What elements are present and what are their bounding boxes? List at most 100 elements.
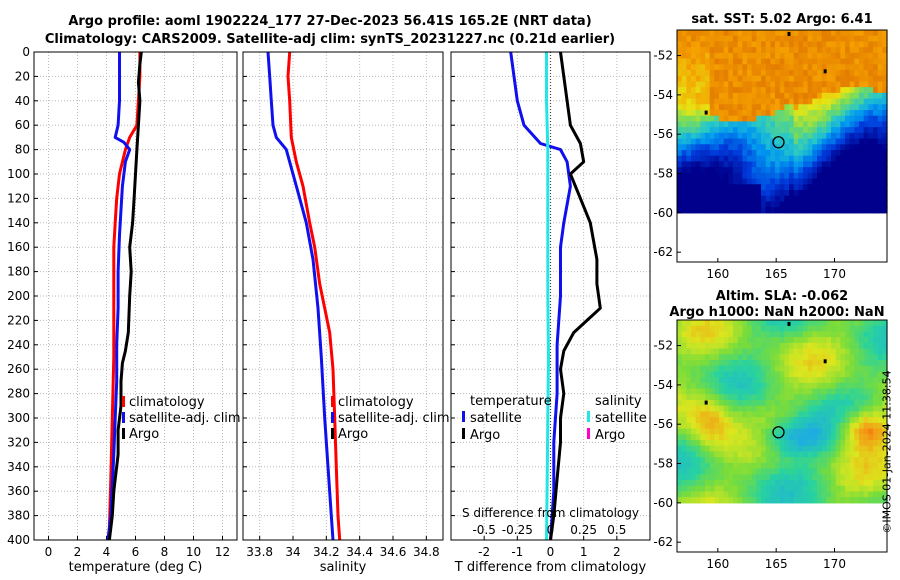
heatmap-cell: [719, 371, 725, 378]
heatmap-cell: [728, 52, 734, 60]
heatmap-cell: [798, 411, 804, 418]
heatmap-cell: [789, 64, 795, 71]
heatmap-cell: [770, 491, 776, 498]
legend-swatch: [122, 428, 125, 439]
heatmap-cell: [695, 400, 701, 407]
heatmap-cell: [770, 47, 776, 54]
heatmap-cell: [789, 115, 795, 123]
heatmap-cell: [681, 167, 687, 174]
heatmap-cell: [835, 365, 841, 373]
heatmap-cell: [877, 497, 883, 504]
heatmap-cell: [686, 201, 692, 208]
heatmap-cell: [775, 360, 781, 367]
heatmap-cell: [845, 394, 851, 401]
heatmap-cell: [859, 331, 865, 338]
heatmap-cell: [775, 331, 781, 338]
heatmap-cell: [695, 462, 701, 470]
heatmap-cell: [677, 457, 683, 464]
heatmap-cell: [695, 474, 701, 481]
heatmap-cell: [854, 491, 860, 498]
heatmap-cell: [831, 104, 837, 111]
heatmap-cell: [789, 161, 795, 168]
heatmap-cell: [789, 144, 795, 151]
heatmap-cell: [742, 371, 748, 378]
heatmap-cell: [835, 121, 841, 128]
heatmap-cell: [845, 144, 851, 151]
heatmap-cell: [840, 451, 846, 458]
heatmap-cell: [803, 497, 809, 504]
heatmap-cell: [770, 70, 776, 77]
heatmap-cell: [817, 331, 823, 338]
legend-entry: climatology: [338, 395, 414, 410]
heatmap-cell: [789, 92, 795, 100]
heatmap-cell: [877, 394, 883, 401]
heatmap-cell: [728, 172, 734, 180]
heatmap-cell: [775, 195, 781, 203]
heatmap-cell: [854, 104, 860, 111]
heatmap-cell: [681, 110, 687, 117]
heatmap-cell: [686, 110, 692, 117]
heatmap-cell: [868, 497, 874, 504]
heatmap-cell: [723, 451, 729, 458]
heatmap-cell: [793, 348, 799, 355]
heatmap-cell: [826, 81, 832, 88]
heatmap-cell: [770, 474, 776, 481]
heatmap-cell: [821, 342, 827, 350]
heatmap-cell: [695, 30, 701, 37]
heatmap-cell: [882, 405, 888, 413]
heatmap-cell: [817, 428, 823, 435]
heatmap-cell: [714, 474, 720, 481]
heatmap-cell: [733, 58, 739, 65]
heatmap-cell: [756, 35, 762, 43]
heatmap-cell: [751, 98, 757, 105]
heatmap-cell: [831, 161, 837, 168]
heatmap-cell: [695, 422, 701, 430]
heatmap-cell: [737, 474, 743, 481]
heatmap-cell: [882, 52, 888, 60]
heatmap-cell: [840, 405, 846, 413]
heatmap-cell: [812, 30, 818, 37]
heatmap-cell: [807, 58, 813, 65]
heatmap-cell: [854, 445, 860, 453]
heatmap-cell: [714, 132, 720, 140]
heatmap-cell: [779, 58, 785, 65]
heatmap-cell: [821, 75, 827, 83]
heatmap-cell: [793, 87, 799, 94]
heatmap-cell: [812, 377, 818, 384]
heatmap-cell: [733, 167, 739, 174]
heatmap-cell: [831, 354, 837, 361]
heatmap-cell: [859, 178, 865, 185]
heatmap-cell: [700, 155, 706, 163]
heatmap-cell: [686, 377, 692, 384]
heatmap-cell: [793, 132, 799, 140]
heatmap-cell: [793, 365, 799, 373]
heatmap-cell: [705, 132, 711, 140]
heatmap-cell: [719, 58, 725, 65]
heatmap-cell: [709, 394, 715, 401]
heatmap-cell: [695, 360, 701, 367]
heatmap-cell: [849, 41, 855, 48]
heatmap-cell: [733, 491, 739, 498]
heatmap-cell: [761, 445, 767, 453]
heatmap-cell: [733, 104, 739, 111]
heatmap-cell: [691, 41, 697, 48]
heatmap-cell: [700, 30, 706, 37]
heatmap-cell: [747, 41, 753, 48]
heatmap-cell: [817, 411, 823, 418]
heatmap-cell: [677, 189, 683, 197]
heatmap-cell: [854, 451, 860, 458]
heatmap-cell: [882, 104, 888, 111]
heatmap-cell: [761, 422, 767, 430]
heatmap-cell: [803, 491, 809, 498]
heatmap-cell: [845, 115, 851, 123]
heatmap-cell: [849, 127, 855, 134]
heatmap-cell: [793, 144, 799, 151]
heatmap-cell: [859, 121, 865, 128]
heatmap-cell: [709, 155, 715, 163]
heatmap-cell: [835, 58, 841, 65]
heatmap-cell: [751, 468, 757, 475]
heatmap-cell: [677, 201, 683, 208]
heatmap-cell: [845, 172, 851, 180]
heatmap-cell: [854, 457, 860, 464]
heatmap-cell: [812, 485, 818, 493]
